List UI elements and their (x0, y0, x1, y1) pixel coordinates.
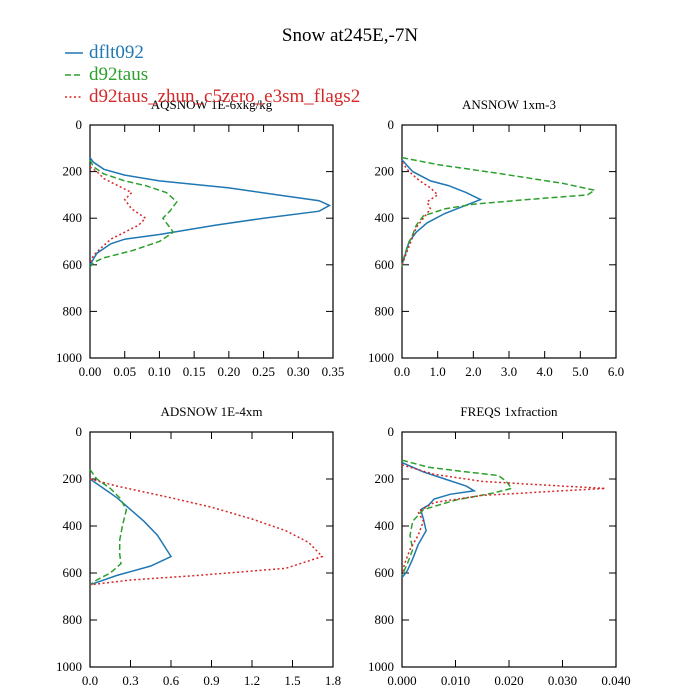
y-tick-label: 600 (375, 565, 395, 580)
y-tick-label: 200 (375, 471, 395, 486)
series-line-dflt092 (89, 157, 332, 266)
panel-title: FREQS 1xfraction (460, 404, 558, 419)
x-tick-label: 4.0 (537, 364, 553, 379)
x-tick-label: 0.00 (79, 364, 102, 379)
y-tick-label: 200 (375, 164, 395, 179)
y-tick-label: 0 (76, 117, 83, 132)
y-tick-label: 800 (63, 303, 83, 318)
y-tick-label: 1000 (368, 350, 394, 365)
y-tick-label: 1000 (368, 659, 394, 674)
plot-frame (89, 124, 334, 359)
x-tick-label: 0.030 (548, 673, 577, 688)
figure-title: Snow at245E,-7N (282, 25, 418, 46)
x-tick-label: 0.9 (203, 673, 219, 688)
series-line-d92taus (89, 469, 128, 586)
x-tick-label: 6.0 (608, 364, 624, 379)
x-tick-label: 1.5 (284, 673, 300, 688)
x-tick-label: 1.0 (430, 364, 446, 379)
y-tick-label: 600 (375, 257, 395, 272)
x-tick-label: 0.0 (82, 673, 98, 688)
series-line-d92taus_zhun_c5zero_e3sm_flags2 (89, 478, 324, 586)
legend-label: d92taus_zhun_c5zero_e3sm_flags2 (89, 86, 360, 107)
y-tick-label: 400 (375, 210, 395, 225)
y-tick-label: 600 (63, 257, 83, 272)
y-tick-label: 200 (63, 471, 83, 486)
x-tick-label: 5.0 (572, 364, 588, 379)
panel-4: FREQS 1xfraction 0.000 0.010 0.020 0.030 0.04… (368, 404, 631, 688)
panel-title: ADSNOW 1E-4xm (161, 404, 263, 419)
x-tick-label: 2.0 (465, 364, 481, 379)
y-tick-label: 0 (76, 424, 83, 439)
y-tick-label: 1000 (56, 350, 82, 365)
x-tick-label: 0.30 (287, 364, 310, 379)
y-tick-label: 600 (63, 565, 83, 580)
y-tick-label: 0 (388, 117, 395, 132)
series-line-d92taus_zhun_c5zero_e3sm_flags2 (401, 464, 606, 574)
y-tick-label: 1000 (56, 659, 82, 674)
y-tick-label: 800 (375, 303, 395, 318)
series-line-d92taus (401, 156, 597, 268)
x-tick-label: 0.15 (183, 364, 206, 379)
legend: dflt092d92tausd92taus_zhun_c5zero_e3sm_f… (65, 42, 360, 107)
panel-3: ADSNOW 1E-4xm 0.0 0.3 0.6 0.9 1.2 1.5 1.8 0 200 40… (56, 404, 341, 688)
x-tick-label: 0.040 (601, 673, 630, 688)
x-tick-label: 0.3 (122, 673, 138, 688)
y-tick-label: 400 (63, 210, 83, 225)
y-tick-label: 800 (375, 612, 395, 627)
panel-title: AQSNOW 1E-6xkg/kg (151, 97, 273, 112)
x-tick-label: 0.010 (441, 673, 470, 688)
x-tick-label: 1.8 (325, 673, 341, 688)
panel-1: AQSNOW 1E-6xkg/kg 0.00 0.05 0.10 0.15 0.20 0.2… (56, 97, 344, 379)
legend-label: dflt092 (89, 42, 144, 63)
series-line-d92taus (89, 159, 178, 268)
y-tick-label: 400 (63, 518, 83, 533)
series-line-d92taus_zhun_c5zero_e3sm_flags2 (89, 166, 147, 263)
legend-label: d92taus (89, 64, 148, 85)
series-line-dflt092 (401, 159, 483, 266)
x-tick-label: 3.0 (501, 364, 517, 379)
x-tick-label: 0.000 (387, 673, 416, 688)
x-tick-label: 0.20 (217, 364, 240, 379)
x-tick-label: 0.6 (163, 673, 180, 688)
x-tick-label: 0.05 (113, 364, 136, 379)
plot-frame (89, 431, 334, 668)
x-tick-label: 0.35 (322, 364, 345, 379)
y-tick-label: 200 (63, 164, 83, 179)
y-tick-label: 800 (63, 612, 83, 627)
series-line-d92taus (401, 459, 513, 576)
x-tick-label: 0.10 (148, 364, 171, 379)
series-line-dflt092 (401, 461, 477, 579)
x-tick-label: 0.020 (494, 673, 523, 688)
x-tick-label: 1.2 (244, 673, 260, 688)
x-tick-label: 0.0 (394, 364, 410, 379)
y-tick-label: 400 (375, 518, 395, 533)
y-tick-label: 0 (388, 424, 395, 439)
series-line-dflt092 (89, 478, 173, 586)
panel-title: ANSNOW 1xm-3 (462, 97, 556, 112)
series-line-d92taus_zhun_c5zero_e3sm_flags2 (401, 161, 439, 266)
plot-frame (401, 124, 617, 359)
x-tick-label: 0.25 (252, 364, 275, 379)
panel-2: ANSNOW 1xm-3 0.0 1.0 2.0 3.0 4.0 5.0 6.0 0 200 400… (368, 97, 624, 379)
